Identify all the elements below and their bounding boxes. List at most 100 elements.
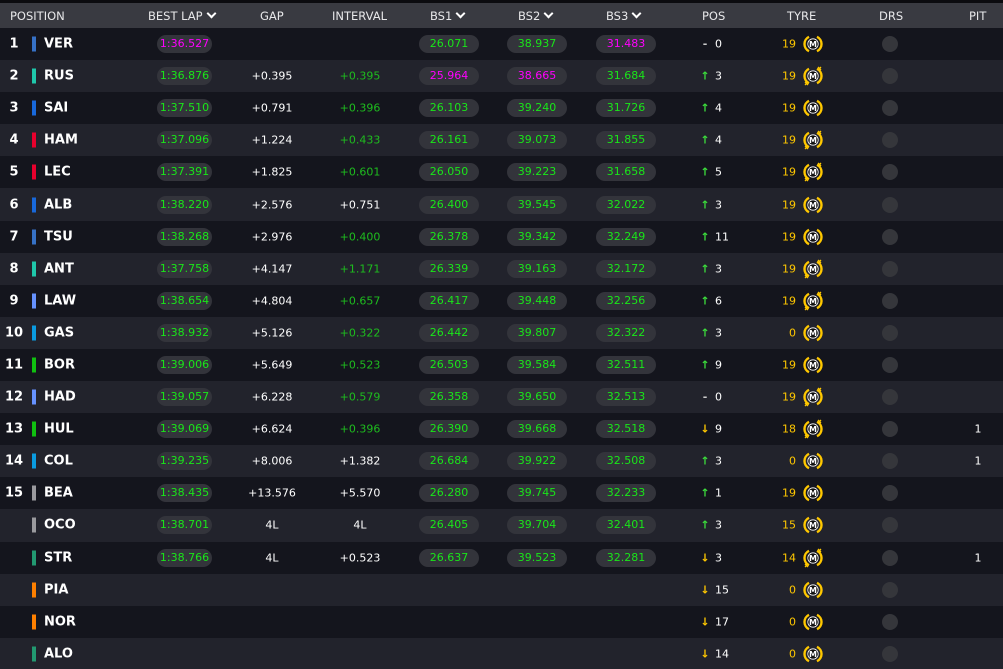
driver-row[interactable]: NOR ↓ 17 0 M	[0, 605, 1003, 638]
gap: +6.228	[251, 390, 293, 404]
driver-row[interactable]: 13 HUL 1:39.069 +6.624 +0.396 26.390 39.668 32.…	[0, 413, 1003, 446]
interval: +0.395	[339, 69, 381, 83]
header-pit[interactable]: PIT	[969, 9, 987, 23]
driver-row[interactable]: 10 GAS 1:38.932 +5.126 +0.322 26.442 39.807 32.…	[0, 316, 1003, 349]
position-change-value: 5	[715, 165, 722, 179]
driver-row[interactable]: 3 SAI 1:37.510 +0.791 +0.396 26.103 39.240 31.7…	[0, 92, 1003, 125]
tyre-age: 19	[782, 133, 796, 147]
team-color-bar	[32, 421, 36, 437]
drs-indicator	[882, 517, 898, 534]
drs-indicator	[882, 613, 898, 630]
drs-indicator	[882, 36, 898, 53]
driver-row[interactable]: 12 HAD 1:39.057 +6.228 +0.579 26.358 39.650 32.…	[0, 381, 1003, 414]
drs-indicator	[882, 581, 898, 598]
driver-row[interactable]: 15 BEA 1:38.435 +13.576 +5.570 26.280 39.745 32…	[0, 477, 1003, 510]
position: 11	[4, 357, 24, 373]
bs1-time: 26.442	[419, 323, 479, 342]
driver-row[interactable]: ALO ↓ 14 0 M	[0, 637, 1003, 669]
position: 6	[9, 197, 19, 213]
driver-row[interactable]: 6 ALB 1:38.220 +2.576 +0.751 26.400 39.545 32.0…	[0, 188, 1003, 221]
svg-text:M: M	[809, 72, 817, 81]
position-change: ↑ 9	[699, 358, 739, 371]
driver-row[interactable]: STR 1:38.766 4L +0.523 26.637 39.523 32.281 ↓ 3 1…	[0, 541, 1003, 574]
arrow-up-icon: ↑	[700, 486, 710, 500]
driver-row[interactable]: 9 LAW 1:38.654 +4.804 +0.657 26.417 39.448 32.2…	[0, 284, 1003, 317]
driver-row[interactable]: 4 HAM 1:37.096 +1.224 +0.433 26.161 39.073 31.8…	[0, 124, 1003, 157]
interval: +0.657	[339, 294, 381, 308]
driver-row[interactable]: 7 TSU 1:38.268 +2.976 +0.400 26.378 39.342 32.2…	[0, 220, 1003, 253]
header-gap[interactable]: GAP	[260, 9, 284, 23]
svg-text:M: M	[809, 618, 817, 627]
header-bs1[interactable]: BS1	[430, 8, 466, 23]
interval: +0.396	[339, 101, 381, 115]
bs2-time: 39.342	[507, 227, 567, 246]
position-change: ↓ 15	[699, 583, 739, 596]
gap: +1.825	[251, 165, 293, 179]
position: 1	[9, 36, 19, 52]
bs3-time: 32.249	[596, 227, 656, 246]
pit-count: 1	[974, 454, 982, 468]
medium-tyre-icon: M	[803, 130, 823, 150]
position-change: ↑ 3	[699, 326, 739, 339]
position: 12	[4, 389, 24, 405]
bs1-time: 26.503	[419, 355, 479, 374]
bs1-time: 26.417	[419, 291, 479, 310]
svg-text:M: M	[809, 201, 817, 210]
medium-tyre-icon: M	[803, 612, 823, 632]
bs1-time: 25.964	[419, 67, 479, 86]
header-best-lap[interactable]: BEST LAP	[148, 8, 217, 23]
driver-row[interactable]: PIA ↓ 15 0 M	[0, 573, 1003, 606]
svg-text:M: M	[809, 168, 817, 177]
bs3-time: 31.483	[596, 35, 656, 54]
chevron-down-icon	[206, 8, 217, 19]
position-change: ↑ 4	[699, 102, 739, 115]
drs-indicator	[882, 68, 898, 85]
driver-code: LEC	[44, 164, 71, 180]
header-position[interactable]: POSITION	[10, 9, 65, 23]
interval: +5.570	[339, 486, 381, 500]
driver-code: HAM	[44, 132, 78, 148]
position: 3	[9, 100, 19, 116]
tyre-age: 19	[782, 262, 796, 276]
gap: +5.649	[251, 358, 293, 372]
position-change-value: 3	[715, 518, 722, 532]
position: 15	[4, 485, 24, 501]
driver-row[interactable]: 11 BOR 1:39.006 +5.649 +0.523 26.503 39.584 32.…	[0, 348, 1003, 382]
tyre-age: 0	[789, 454, 796, 468]
driver-row[interactable]: 5 LEC 1:37.391 +1.825 +0.601 26.050 39.223 31.6…	[0, 156, 1003, 189]
gap: +1.224	[251, 133, 293, 147]
team-color-bar	[32, 229, 36, 245]
header-interval[interactable]: INTERVAL	[332, 9, 388, 23]
position: 14	[4, 453, 24, 469]
drs-indicator	[882, 549, 898, 566]
best-lap: 1:36.527	[157, 35, 212, 54]
header-pos[interactable]: POS	[702, 9, 726, 23]
header-bs2[interactable]: BS2	[518, 8, 554, 23]
position-change-value: 0	[715, 37, 722, 51]
team-color-bar	[32, 357, 36, 373]
driver-row[interactable]: OCO 1:38.701 4L 4L 26.405 39.704 32.401 ↑ 3 15 M	[0, 509, 1003, 542]
driver-row[interactable]: 14 COL 1:39.235 +8.006 +1.382 26.684 39.922 32.…	[0, 445, 1003, 478]
chevron-down-icon	[631, 8, 642, 19]
tyre-age: 19	[782, 358, 796, 372]
header-bs3[interactable]: BS3	[606, 8, 642, 23]
drs-indicator	[882, 260, 898, 277]
gap: +0.791	[251, 101, 293, 115]
drs-indicator	[882, 356, 898, 373]
best-lap: 1:37.758	[157, 259, 212, 278]
bs3-time: 32.518	[596, 420, 656, 439]
driver-row[interactable]: 1 VER 1:36.527 26.071 38.937 31.483 -0 19 M	[0, 28, 1003, 61]
arrow-down-icon: ↓	[700, 647, 710, 661]
medium-tyre-icon: M	[803, 162, 823, 182]
header-tyre[interactable]: TYRE	[787, 9, 817, 23]
driver-row[interactable]: 8 ANT 1:37.758 +4.147 +1.171 26.339 39.163 32.1…	[0, 252, 1003, 285]
interval: +0.523	[339, 358, 381, 372]
pit-count: 1	[974, 422, 982, 436]
driver-row[interactable]: 2 RUS 1:36.876 +0.395 +0.395 25.964 38.665 31.6…	[0, 60, 1003, 93]
header-drs[interactable]: DRS	[879, 9, 904, 23]
svg-text:M: M	[809, 489, 817, 498]
bs1-time: 26.161	[419, 131, 479, 150]
arrow-up-icon: ↑	[700, 165, 710, 179]
drs-indicator	[882, 100, 898, 117]
bs3-time: 31.855	[596, 131, 656, 150]
